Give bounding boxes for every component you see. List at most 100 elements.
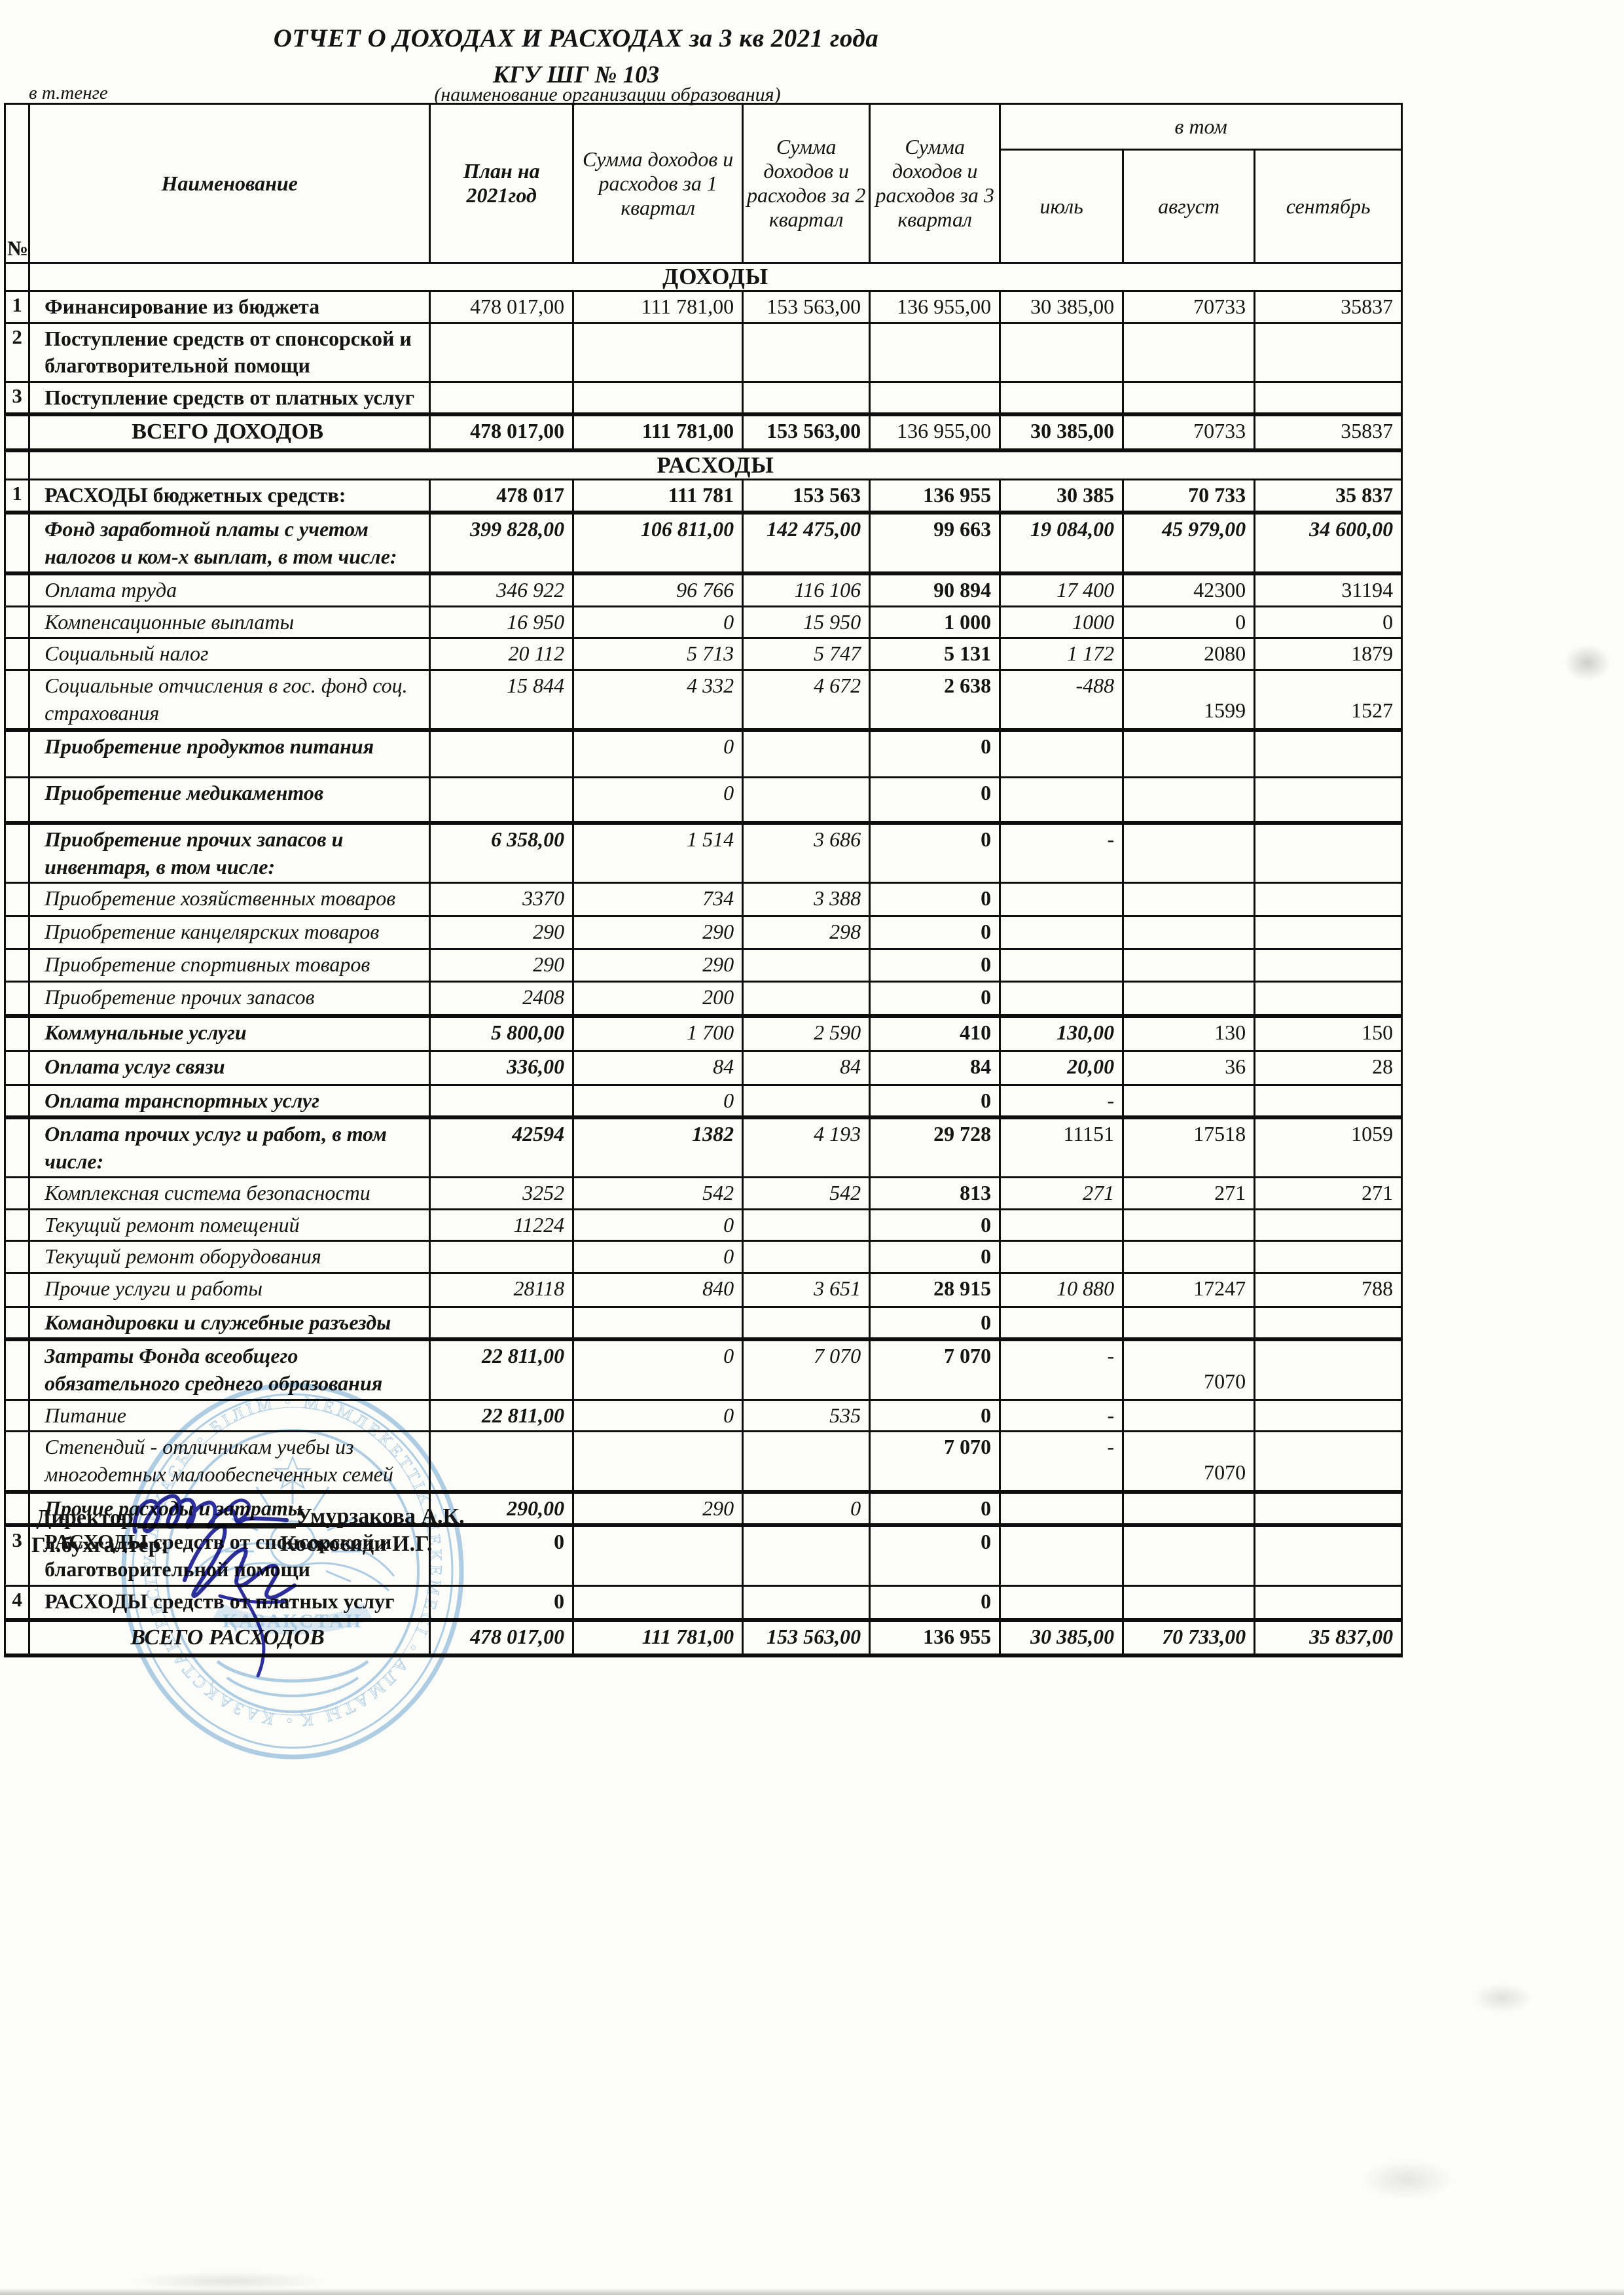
value-cell: 1599: [1122, 669, 1256, 732]
value-cell: 0: [572, 729, 744, 778]
total-row: ВСЕГО РАСХОДОВ 478 017,00 111 781,00 153 56…: [3, 1619, 1403, 1658]
value-cell: 290: [572, 1491, 744, 1528]
value-cell: 136 955,00: [869, 290, 1001, 324]
value-cell: [1122, 1584, 1256, 1623]
value-cell: 142 475,00: [742, 511, 871, 576]
value-cell: 42594: [429, 1116, 575, 1179]
value-cell: 30 385,00: [999, 413, 1125, 452]
col-header-plan: План на 2021год: [429, 103, 575, 264]
table-row: Оплата труда 346 922 96 766 116 106 90 894 17…: [3, 572, 1403, 607]
value-cell: 111 781,00: [572, 413, 744, 452]
value-cell: [572, 1584, 744, 1623]
value-cell: [1122, 1491, 1256, 1528]
value-cell: [742, 1208, 871, 1242]
value-cell: 70 733,00: [1122, 1619, 1256, 1658]
value-cell: [1122, 981, 1256, 1018]
value-cell: [999, 1240, 1125, 1274]
table-row: Приобретение канцелярских товаров 290 290 2…: [3, 915, 1403, 950]
value-cell: 0: [742, 1491, 871, 1528]
col-header-group: в том: [999, 103, 1403, 151]
value-cell: [572, 1305, 744, 1342]
table-row: Приобретение хозяйственных товаров 3370 73…: [3, 882, 1403, 918]
value-cell: [742, 981, 871, 1018]
value-cell: [1122, 1083, 1256, 1120]
total-row: ВСЕГО ДОХОДОВ 478 017,00 111 781,00 153 563…: [3, 413, 1403, 452]
table-row: Приобретение медикаментов 0 0: [3, 776, 1403, 825]
value-cell: [1122, 1524, 1256, 1587]
row-name: Текущий ремонт помещений: [28, 1208, 431, 1242]
value-cell: 0: [572, 1083, 744, 1120]
director-label: Директор: [36, 1506, 134, 1530]
value-cell: 153 563: [742, 478, 871, 515]
value-cell: 0: [572, 1208, 744, 1242]
value-cell: [742, 729, 871, 778]
table-row: Приобретение прочих запасов 2408 200 0: [3, 981, 1403, 1018]
table-row: Прочие услуги и работы 28118 840 3 651 28 91…: [3, 1272, 1403, 1308]
value-cell: 31194: [1254, 572, 1403, 607]
table-row: 1 Финансирование из бюджета 478 017,00 111 …: [3, 290, 1403, 324]
accountant-signature-icon: [183, 1524, 297, 1678]
value-cell: -: [999, 822, 1125, 884]
table-row: Оплата услуг связи 336,00 84 84 84 20,00 36 28: [3, 1049, 1403, 1086]
row-name: Приобретение прочих запасов: [28, 981, 431, 1018]
value-cell: [999, 776, 1125, 825]
row-name: Текущий ремонт оборудования: [28, 1240, 431, 1274]
value-cell: 1527: [1254, 669, 1403, 732]
row-name: Приобретение прочих запасов и инвентаря,…: [28, 822, 431, 884]
director-name: Умурзакова А.К.: [296, 1504, 465, 1528]
value-cell: -: [999, 1430, 1125, 1494]
row-number: [3, 1338, 31, 1401]
value-cell: 410: [869, 1015, 1001, 1052]
value-cell: 478 017,00: [429, 1619, 575, 1658]
value-cell: 42300: [1122, 572, 1256, 607]
value-cell: 0: [572, 1338, 744, 1401]
table-row: Оплата прочих услуг и работ, в том числе…: [3, 1116, 1403, 1179]
value-cell: 90 894: [869, 572, 1001, 607]
row-number: 1: [3, 478, 31, 515]
value-cell: [1254, 776, 1403, 825]
value-cell: [429, 1083, 575, 1120]
value-cell: 542: [742, 1176, 871, 1210]
value-cell: [1254, 1430, 1403, 1494]
row-name: Фонд заработной платы с учетом налогов и…: [28, 511, 431, 576]
value-cell: 0: [869, 1208, 1001, 1242]
value-cell: [1254, 1491, 1403, 1528]
value-cell: 36: [1122, 1049, 1256, 1086]
value-cell: [429, 380, 575, 417]
value-cell: 10 880: [999, 1272, 1125, 1308]
value-cell: 290: [572, 915, 744, 950]
table-row: 2 Поступление средств от спонсорской и бл…: [3, 321, 1403, 383]
value-cell: [999, 1524, 1125, 1587]
col-header-july: июль: [999, 149, 1125, 264]
value-cell: 150: [1254, 1015, 1403, 1052]
row-name: Поступление средств от платных услуг: [28, 380, 431, 417]
value-cell: -: [999, 1398, 1125, 1433]
table-row: Приобретение спортивных товаров 290 290 0: [3, 948, 1403, 983]
row-name: Приобретение хозяйственных товаров: [28, 882, 431, 918]
value-cell: 35 837: [1254, 478, 1403, 515]
row-number: 3: [3, 380, 31, 417]
table-row: Коммунальные услуги 5 800,00 1 700 2 590 410…: [3, 1015, 1403, 1052]
row-name: Оплата транспортных услуг: [28, 1083, 431, 1120]
report-title: ОТЧЕТ О ДОХОДАХ И РАСХОДАХ за 3 кв 2021 …: [273, 24, 879, 52]
section-row: РАСХОДЫ: [3, 449, 1403, 480]
value-cell: 7 070: [742, 1338, 871, 1401]
value-cell: [1254, 882, 1403, 918]
value-cell: [1254, 1398, 1403, 1433]
table-row: Социальные отчисления в гос. фонд соц. с…: [3, 669, 1403, 732]
value-cell: 111 781,00: [572, 290, 744, 324]
value-cell: 70 733: [1122, 478, 1256, 515]
value-cell: 399 828,00: [429, 511, 575, 576]
value-cell: 0: [869, 1584, 1001, 1623]
value-cell: 0: [869, 776, 1001, 825]
row-number: [3, 413, 31, 452]
row-name: Оплата прочих услуг и работ, в том числе…: [28, 1116, 431, 1179]
value-cell: 1 000: [869, 605, 1001, 640]
value-cell: 96 766: [572, 572, 744, 607]
scan-smudge: [1473, 1983, 1532, 2013]
value-cell: 5 713: [572, 637, 744, 672]
value-cell: [1254, 321, 1403, 383]
row-number: [3, 1398, 31, 1433]
row-name: Поступление средств от спонсорской и бла…: [28, 321, 431, 383]
